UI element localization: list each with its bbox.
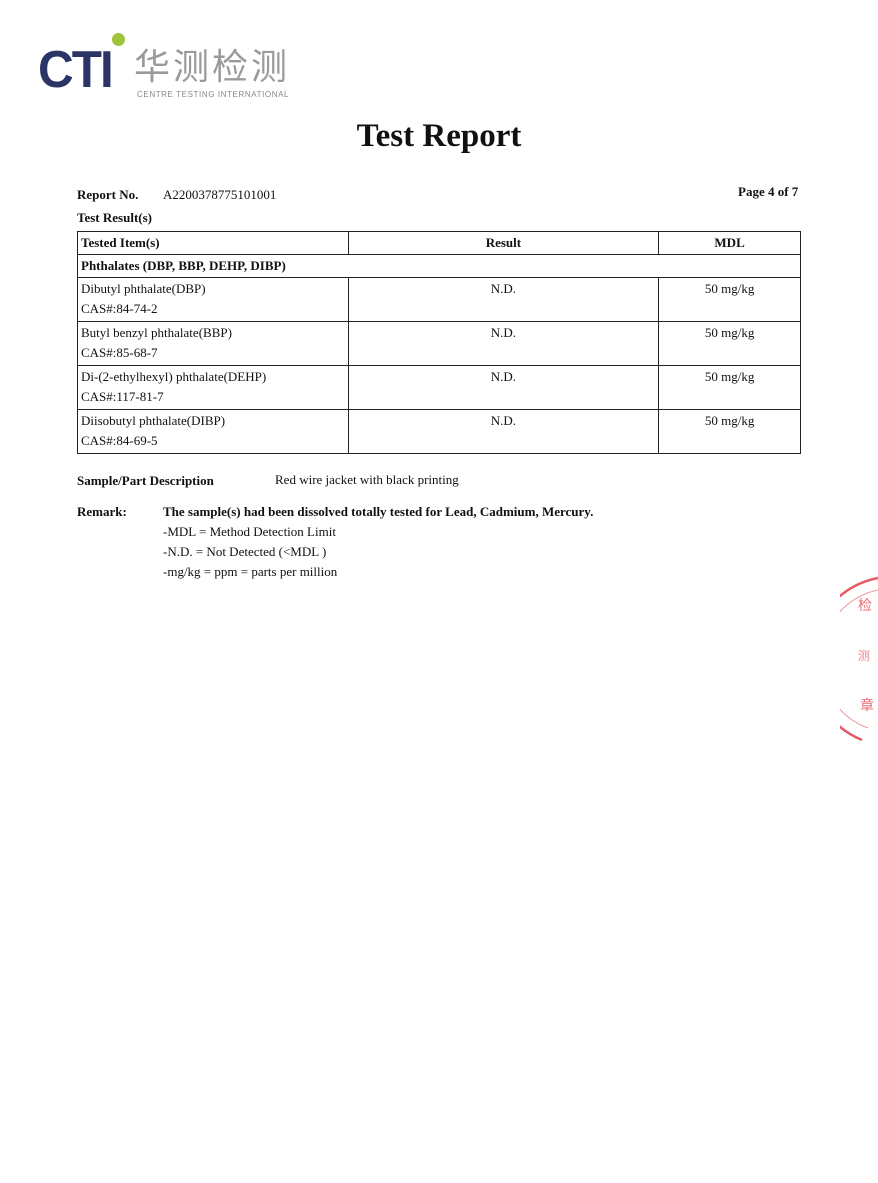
item-cas: CAS#:84-69-5 [81,433,158,448]
remark-line: -N.D. = Not Detected (<MDL ) [163,544,327,559]
sample-label: Sample/Part Description [77,473,214,488]
item-mdl: 50 mg/kg [658,365,801,410]
remark-line: -mg/kg = ppm = parts per million [163,564,338,579]
item-cas: CAS#:117-81-7 [81,389,164,404]
item-name: Di-(2-ethylhexyl) phthalate(DEHP) [81,369,267,384]
header-result: Result [347,231,660,255]
table-row: Di-(2-ethylhexyl) phthalate(DEHP) CAS#:11… [77,365,801,410]
item-result: N.D. [347,321,660,366]
svg-text:测: 测 [858,649,870,663]
page-title: Test Report [356,118,522,154]
sample-value: Red wire jacket with black printing [275,472,459,487]
page-number: Page 4 of 7 [738,184,799,199]
header-tested-item: Tested Item(s) [77,231,349,255]
company-stamp: 检 测 章 [840,576,878,742]
header-mdl: MDL [658,231,801,255]
logo-brand: CTI [38,41,114,99]
item-result: N.D. [347,409,660,454]
section-title: Test Result(s) [77,210,152,225]
table-row: Butyl benzyl phthalate(BBP) CAS#:85-68-7 … [77,321,801,366]
svg-text:章: 章 [860,697,874,714]
remark-label: Remark: [77,504,127,519]
results-table: Tested Item(s) Result MDL Phthalates (DB… [77,231,801,454]
group-label: Phthalates (DBP, BBP, DEHP, DIBP) [77,254,801,278]
group-row: Phthalates (DBP, BBP, DEHP, DIBP) [77,254,801,278]
report-no-label: Report No. [77,187,139,202]
table-row: Diisobutyl phthalate(DIBP) CAS#:84-69-5 N… [77,409,801,454]
item-name: Butyl benzyl phthalate(BBP) [81,325,232,340]
item-result: N.D. [347,365,660,410]
remark-line: The sample(s) had been dissolved totally… [163,504,594,519]
logo-chinese: 华测检测 [134,47,291,88]
table-header: Tested Item(s) Result MDL [77,231,801,255]
item-cas: CAS#:85-68-7 [81,345,158,360]
remark-line: -MDL = Method Detection Limit [163,524,336,539]
logo-dot [112,33,125,46]
item-mdl: 50 mg/kg [658,321,801,366]
item-result: N.D. [347,277,660,322]
item-mdl: 50 mg/kg [658,277,801,322]
report-no: A2200378775101001 [163,187,277,202]
item-name: Dibutyl phthalate(DBP) [81,281,206,296]
table-row: Dibutyl phthalate(DBP) CAS#:84-74-2 N.D. … [77,277,801,322]
item-name: Diisobutyl phthalate(DIBP) [81,413,226,428]
logo-english: CENTRE TESTING INTERNATIONAL [137,90,290,99]
item-mdl: 50 mg/kg [658,409,801,454]
item-cas: CAS#:84-74-2 [81,301,158,316]
svg-text:检: 检 [858,598,872,614]
